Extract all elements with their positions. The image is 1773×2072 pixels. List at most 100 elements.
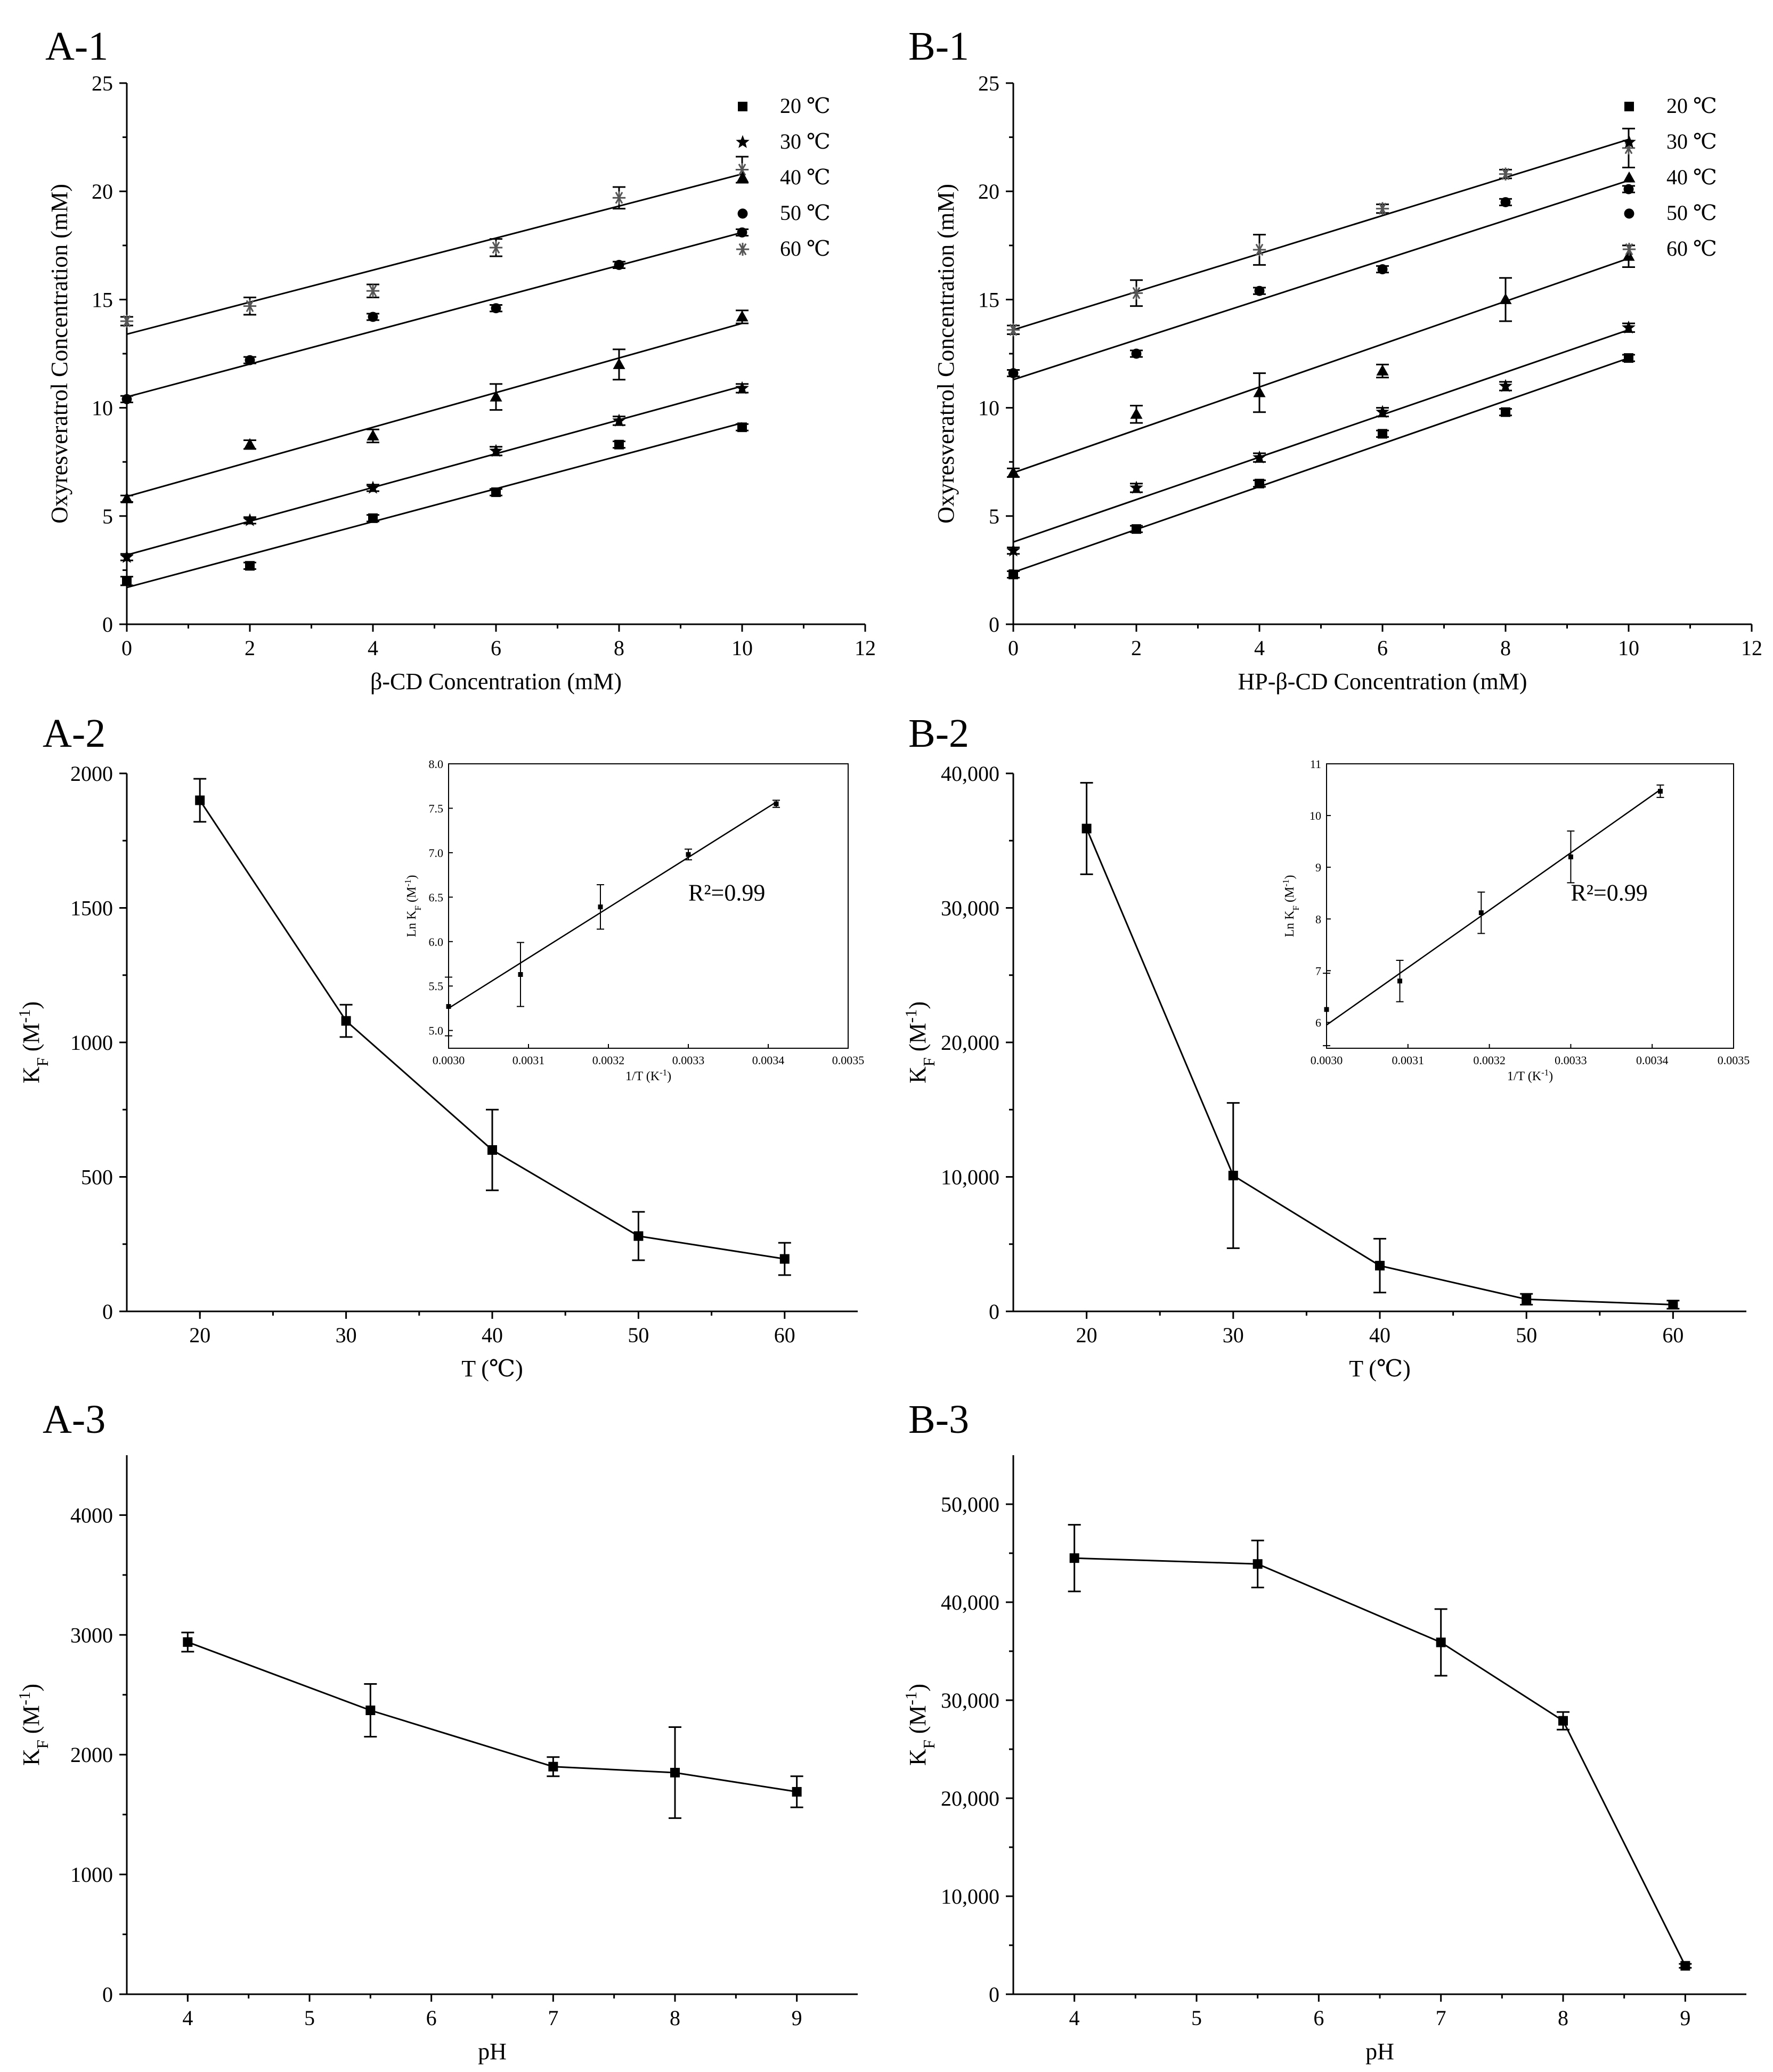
y-tick-label: 0: [989, 1300, 999, 1324]
data-point: [243, 513, 257, 526]
x-tick-label: 4: [1254, 636, 1265, 660]
inset-x-tick-label: 0.0032: [1473, 1054, 1506, 1067]
data-point: [612, 191, 626, 205]
legend-marker: [736, 171, 749, 183]
inset-data-point: [1568, 854, 1573, 860]
x-axis-title: T (℃): [461, 1356, 523, 1382]
x-tick-label: 0: [121, 636, 132, 660]
panel-a3: A-3 4 5 6 7 8 9 0 1000 2000 3000 4000 pH KF (M-1): [15, 1397, 858, 2065]
data-point: [491, 303, 501, 314]
legend-marker: [1624, 208, 1634, 219]
inset-data-point: [446, 1004, 451, 1009]
x-tick-label: 8: [614, 636, 624, 660]
data-point: [1501, 407, 1510, 417]
data-point: [1254, 285, 1265, 296]
data-point: [489, 444, 503, 457]
y-tick-label: 20: [92, 180, 113, 203]
data-point: [368, 312, 378, 322]
x-tick-label: 8: [670, 2006, 680, 2030]
x-tick-label: 8: [1500, 636, 1511, 660]
data-point: [612, 413, 626, 427]
data-point: [1436, 1637, 1446, 1647]
x-tick-label: 7: [1436, 2006, 1446, 2030]
data-point: [1499, 293, 1512, 304]
data-point: [1377, 264, 1388, 274]
data-point: [1558, 1716, 1568, 1726]
data-point: [1009, 569, 1018, 580]
x-tick-label: 60: [774, 1323, 795, 1347]
inset-y-tick-label: 9: [1315, 861, 1321, 874]
data-point: [489, 241, 503, 255]
data-point: [1668, 1300, 1678, 1310]
y-tick-label: 10,000: [941, 1885, 999, 1908]
data-point: [1132, 524, 1141, 534]
data-point: [735, 381, 749, 394]
y-tick-label: 30,000: [941, 1688, 999, 1712]
y-tick-label: 25: [978, 71, 999, 95]
data-point: [1499, 167, 1512, 181]
inset-y-tick-label: 8: [1315, 912, 1321, 926]
inset-x-tick-label: 0.0031: [1392, 1054, 1425, 1067]
data-point: [736, 310, 749, 322]
inset-y-tick-label: 5.0: [429, 1024, 444, 1038]
data-point: [366, 284, 380, 298]
inset-x-tick-label: 0.0030: [433, 1054, 465, 1067]
data-point: [614, 259, 624, 270]
legend-label: 60 ℃: [1666, 236, 1717, 260]
inset-x-tick-label: 0.0034: [1636, 1054, 1669, 1067]
data-point: [1680, 1961, 1690, 1971]
x-tick-label: 6: [1377, 636, 1388, 660]
y-tick-label: 20,000: [941, 1031, 999, 1055]
data-point: [1131, 348, 1142, 359]
data-point: [183, 1637, 193, 1647]
inset-x-tick-label: 0.0034: [752, 1054, 785, 1067]
x-tick-label: 12: [1741, 636, 1762, 660]
y-tick-label: 5: [989, 504, 999, 528]
legend-marker: [737, 208, 748, 219]
inset-y-tick-label: 7.5: [429, 802, 444, 815]
y-axis-title: KF (M-1): [15, 1001, 52, 1083]
fit-line: [126, 322, 743, 497]
x-tick-label: 9: [792, 2006, 802, 2030]
y-tick-label: 10: [978, 396, 999, 420]
inset-y-tick-label: 6: [1315, 1016, 1321, 1029]
series-1: [1080, 782, 1680, 1310]
y-tick-label: 10,000: [941, 1165, 999, 1189]
fit-line: [1013, 329, 1629, 543]
x-tick-label: 20: [189, 1323, 210, 1347]
x-axis-title: pH: [1365, 2038, 1394, 2065]
data-point: [1376, 405, 1389, 418]
data-point: [1253, 450, 1266, 463]
data-point: [491, 487, 501, 497]
fit-line: [1013, 180, 1629, 381]
inset-data-point: [1478, 910, 1484, 916]
inset-x-axis-title: 1/T (K-1): [1507, 1067, 1553, 1084]
data-point: [365, 1706, 376, 1716]
data-point: [245, 355, 255, 365]
x-tick-label: 2: [1131, 636, 1142, 660]
fit-line: [1013, 138, 1629, 331]
legend-label: 40 ℃: [780, 165, 831, 189]
series-1: [1007, 353, 1635, 580]
inset-x-tick-label: 0.0033: [1555, 1054, 1587, 1067]
data-point: [490, 390, 502, 402]
panel-label: B-1: [908, 24, 969, 69]
data-point: [245, 561, 255, 571]
panel-b1: B-1 0 2 4 6 8 10 12 0 5 10 15 20 25 HP-β-CD Concentrat…: [908, 24, 1762, 695]
data-point: [1253, 243, 1266, 257]
series-1: [1068, 1524, 1692, 1971]
inset-y-tick-label: 6.5: [429, 891, 444, 904]
x-tick-label: 6: [1313, 2006, 1324, 2030]
inset-frame: [1326, 763, 1734, 1049]
y-tick-label: 15: [92, 288, 113, 312]
series-4: [120, 227, 749, 404]
legend-marker: [736, 242, 750, 256]
data-point: [670, 1767, 680, 1777]
inset-frame: [448, 763, 849, 1049]
x-tick-label: 6: [426, 2006, 437, 2030]
r-squared-annotation: R²=0.99: [688, 879, 765, 906]
x-tick-label: 0: [1008, 636, 1019, 660]
panel-a1: A-1 0 2 4 6 8 10 12 0 5 10 15 20 25 β-CD Concentration…: [45, 24, 876, 695]
data-point: [487, 1145, 497, 1155]
y-tick-label: 10: [92, 396, 113, 420]
